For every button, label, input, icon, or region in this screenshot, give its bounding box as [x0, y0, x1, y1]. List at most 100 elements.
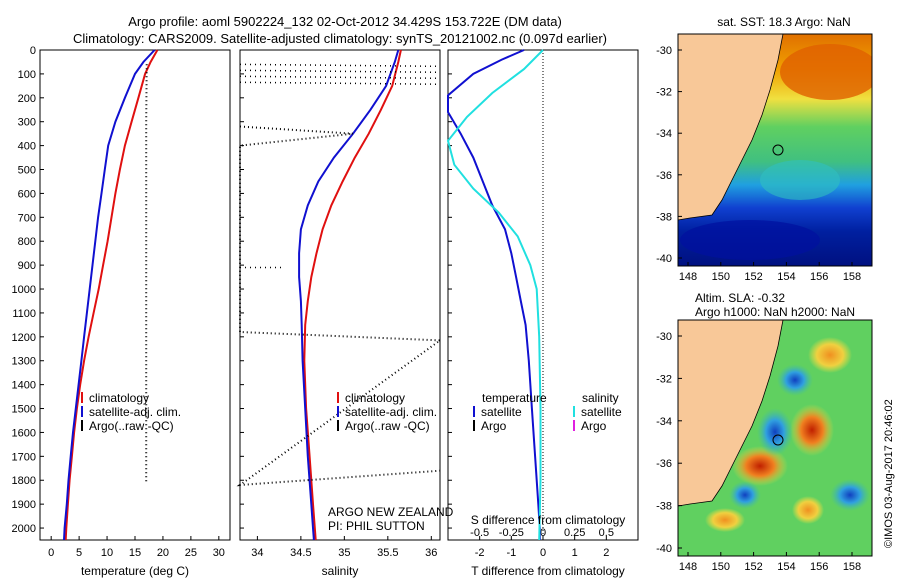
x-tick-label: 36	[425, 547, 437, 559]
salinity-argo-line	[239, 63, 441, 68]
y-tick-label: 400	[18, 141, 36, 153]
y-tick-label: 500	[18, 165, 36, 177]
sla-high-4	[792, 496, 824, 524]
sal-legend-satellite-label: satellite-adj. clim.	[345, 405, 437, 419]
sla-map-title1: Altim. SLA: -0.32	[695, 291, 785, 305]
sst-argo-marker	[772, 144, 784, 156]
sla-map-frame	[677, 319, 873, 557]
sla-map	[678, 320, 872, 556]
salinity-argo-line	[239, 69, 441, 74]
y-tick-label: 1900	[12, 499, 36, 511]
diff-legend-salinity-header: salinity	[582, 391, 619, 405]
sst-lon-tick-label: 156	[810, 271, 828, 283]
sst-lat-tick-label: -40	[656, 253, 672, 265]
sla-lat-tick-label: -40	[656, 543, 672, 555]
x-tick-label: 10	[101, 547, 113, 559]
x-tick-label: -1	[506, 547, 516, 559]
sst-lon-tick-label: 158	[843, 271, 861, 283]
legend-argo-label: Argo(..raw -QC)	[89, 419, 174, 433]
diff-legend-t-satellite-label: satellite	[481, 405, 522, 419]
y-tick-label: 800	[18, 236, 36, 248]
y-tick-label: 100	[18, 69, 36, 81]
header-line2: Climatology: CARS2009. Satellite-adjuste…	[73, 31, 607, 46]
sla-low-2	[757, 408, 793, 456]
y-tick-label: 0	[30, 45, 36, 57]
sst-lat-tick-label: -32	[656, 87, 672, 99]
y-tick-label: 600	[18, 188, 36, 200]
y-tick-label: 1200	[12, 332, 36, 344]
sst-lat-tick-label: -34	[656, 128, 672, 140]
float-pi-label: PI: PHIL SUTTON	[328, 519, 425, 533]
y-tick-label: 1100	[12, 308, 36, 320]
s-diff-tick-label: 0.5	[599, 527, 614, 539]
sst-mid-patch	[760, 160, 840, 200]
salinity-argo-line	[236, 125, 443, 487]
x-tick-label: 25	[185, 547, 197, 559]
sla-map-title2: Argo h1000: NaN h2000: NaN	[695, 305, 855, 319]
sst-lat-tick-label: -36	[656, 170, 672, 182]
difference-panel	[447, 49, 639, 541]
salinity-panel	[239, 49, 441, 541]
sst-map-frame	[677, 33, 873, 267]
sla-lat-tick-label: -36	[656, 458, 672, 470]
sla-low-3	[729, 481, 761, 509]
sst-map	[678, 34, 872, 266]
sla-lon-tick-label: 158	[843, 561, 861, 573]
sst-australia-land	[678, 34, 784, 221]
diff-legend-t-argo-label: Argo	[481, 419, 507, 433]
sla-lon-tick-label: 156	[810, 561, 828, 573]
sst-lon-tick-label: 150	[712, 271, 730, 283]
diff-legend-temperature-header: temperature	[482, 391, 547, 405]
sst-lon-tick-label: 152	[744, 271, 762, 283]
y-tick-label: 1500	[12, 404, 36, 416]
sst-map-title: sat. SST: 18.3 Argo: NaN	[717, 15, 850, 29]
temperature-xlabel: temperature (deg C)	[81, 564, 189, 578]
sla-low-4	[830, 479, 870, 511]
x-tick-label: 0	[540, 547, 546, 559]
y-tick-label: 300	[18, 117, 36, 129]
sst-lon-tick-label: 148	[679, 271, 697, 283]
sla-lon-tick-label: 154	[777, 561, 795, 573]
t-diff-xlabel: T difference from climatology	[471, 564, 625, 578]
float-owner-label: ARGO NEW ZEALAND	[328, 505, 454, 519]
sst-lat-tick-label: -38	[656, 211, 672, 223]
sla-lon-tick-label: 148	[679, 561, 697, 573]
imos-stamp: ©IMOS 03-Aug-2017 20:46:02	[883, 399, 895, 548]
y-tick-label: 1800	[12, 475, 36, 487]
x-tick-label: 35.5	[377, 547, 398, 559]
x-tick-label: 20	[157, 547, 169, 559]
sla-low-1	[777, 364, 813, 396]
y-tick-label: 200	[18, 93, 36, 105]
temperature-panel	[39, 49, 231, 541]
sla-australia-land	[678, 320, 784, 507]
t-diff-satellite-line	[447, 49, 541, 540]
salinity-xlabel: salinity	[322, 564, 359, 578]
x-tick-label: 35	[338, 547, 350, 559]
x-tick-label: 0	[48, 547, 54, 559]
salinity-satellite-line	[298, 49, 400, 541]
legend-satellite-label: satellite-adj. clim.	[89, 405, 181, 419]
diff-legend-s-satellite-label: satellite	[581, 405, 622, 419]
x-tick-label: 34	[251, 547, 263, 559]
temperature-satellite-line	[63, 49, 156, 541]
sla-lat-tick-label: -38	[656, 501, 672, 513]
s-diff-satellite-line	[446, 49, 544, 541]
s-diff-tick-label: -0.5	[470, 527, 489, 539]
x-tick-label: 15	[129, 547, 141, 559]
diff-legend-s-argo-label: Argo	[581, 419, 607, 433]
s-diff-xlabel: S difference from climatology	[471, 513, 626, 527]
sla-lat-tick-label: -32	[656, 373, 672, 385]
y-tick-label: 1400	[12, 380, 36, 392]
sla-lat-tick-label: -34	[656, 416, 672, 428]
sal-legend-argo-label: Argo(..raw -QC)	[345, 419, 430, 433]
sla-lon-tick-label: 152	[744, 561, 762, 573]
temperature-argo-line	[145, 64, 148, 483]
sla-high-1	[808, 337, 852, 373]
sla-argo-marker	[772, 434, 784, 446]
y-tick-label: 1300	[12, 356, 36, 368]
sst-cold-patch	[680, 220, 820, 260]
salinity-argo-line	[239, 75, 441, 80]
x-tick-label: -2	[475, 547, 485, 559]
s-diff-tick-label: 0.25	[564, 527, 585, 539]
